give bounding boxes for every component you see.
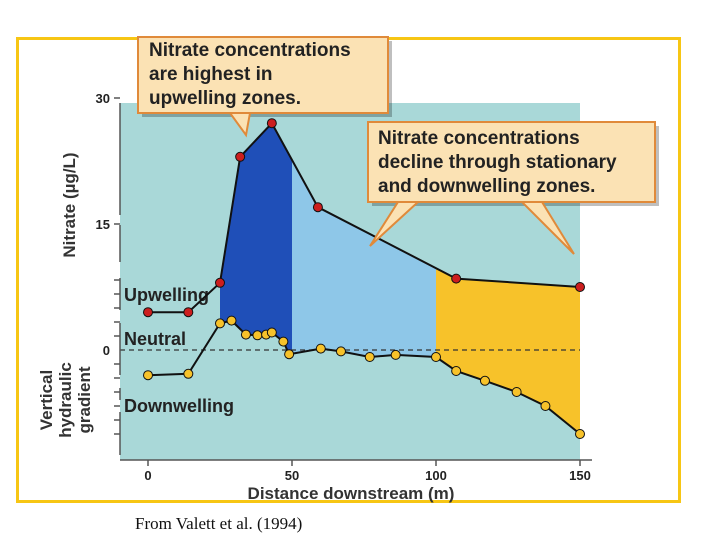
x-axis-label: Distance downstream (m) xyxy=(248,484,455,503)
vhg-point xyxy=(143,370,153,381)
vhg-point xyxy=(390,349,401,360)
x-tick-label: 150 xyxy=(569,468,591,483)
vhg-axis-label-word: hydraulic xyxy=(56,362,75,438)
downwelling-label: Downwelling xyxy=(124,396,234,416)
vhg-point xyxy=(252,330,263,341)
x-tick-label: 100 xyxy=(425,468,447,483)
neutral-label: Neutral xyxy=(124,329,186,349)
vhg-point xyxy=(451,366,462,376)
nitrate-y-tick-label: 30 xyxy=(96,91,110,106)
vhg-point xyxy=(364,352,375,362)
nitrate-point xyxy=(312,202,323,213)
vhg-axis-label-word: gradient xyxy=(75,366,94,433)
vhg-point xyxy=(183,368,194,379)
callout-line: are highest in xyxy=(149,64,273,85)
vhg-point xyxy=(540,401,551,411)
axes xyxy=(119,103,592,461)
vhg-point xyxy=(511,387,522,397)
callout-line: Nitrate concentrations xyxy=(378,128,580,149)
callout-line: upwelling zones. xyxy=(149,88,301,109)
vhg-point xyxy=(284,349,295,360)
callout-pointer xyxy=(519,201,575,255)
downwelling-zone-fill xyxy=(436,268,580,434)
vhg-point xyxy=(226,315,237,326)
stationary-zone-fill xyxy=(292,159,436,357)
vhg-point xyxy=(479,375,490,386)
nitrate-point xyxy=(266,118,277,129)
vhg-series xyxy=(143,315,585,439)
callouts: Nitrate concentrations are highest in upwe… xyxy=(137,36,659,255)
nitrate-point xyxy=(451,273,462,284)
nitrate-series xyxy=(143,118,585,318)
nitrate-point xyxy=(235,151,246,162)
callout-box xyxy=(137,36,389,114)
vhg-point xyxy=(278,336,289,347)
callout-pointer xyxy=(228,112,252,138)
vhg-point xyxy=(266,327,277,338)
vhg-point xyxy=(575,429,585,439)
ticks: 0 50 100 150 15 30 0 xyxy=(96,91,591,483)
vhg-point xyxy=(215,318,225,329)
vhg-y-tick-label: 0 xyxy=(103,343,110,358)
x-tick-label: 50 xyxy=(285,468,299,483)
figure-caption: From Valett et al. (1994) xyxy=(135,514,303,533)
nitrate-point xyxy=(143,307,153,318)
upwelling-zone-fill xyxy=(220,123,292,355)
upwelling-label: Upwelling xyxy=(124,285,209,305)
callout-pointer xyxy=(369,201,421,247)
nitrate-y-tick-label: 15 xyxy=(96,217,110,232)
x-tick-label: 0 xyxy=(144,468,151,483)
callout-box xyxy=(367,121,656,203)
vhg-point xyxy=(335,346,346,357)
vhg-axis-label-word: Vertical xyxy=(37,370,56,431)
callout-line: and downwelling zones. xyxy=(378,176,595,197)
nitrate-axis-label: Nitrate (µg/L) xyxy=(60,152,79,257)
nitrate-line xyxy=(148,121,581,314)
vhg-point xyxy=(315,343,326,354)
callout-line: Nitrate concentrations xyxy=(149,40,351,61)
vhg-axis-label: Vertical hydraulic gradient xyxy=(37,362,94,438)
nitrate-point xyxy=(215,277,225,288)
nitrate-point xyxy=(183,307,194,318)
callout-line: decline through stationary xyxy=(378,152,617,173)
vhg-point xyxy=(240,329,251,340)
nitrate-point xyxy=(575,282,585,292)
vhg-point xyxy=(431,352,441,362)
